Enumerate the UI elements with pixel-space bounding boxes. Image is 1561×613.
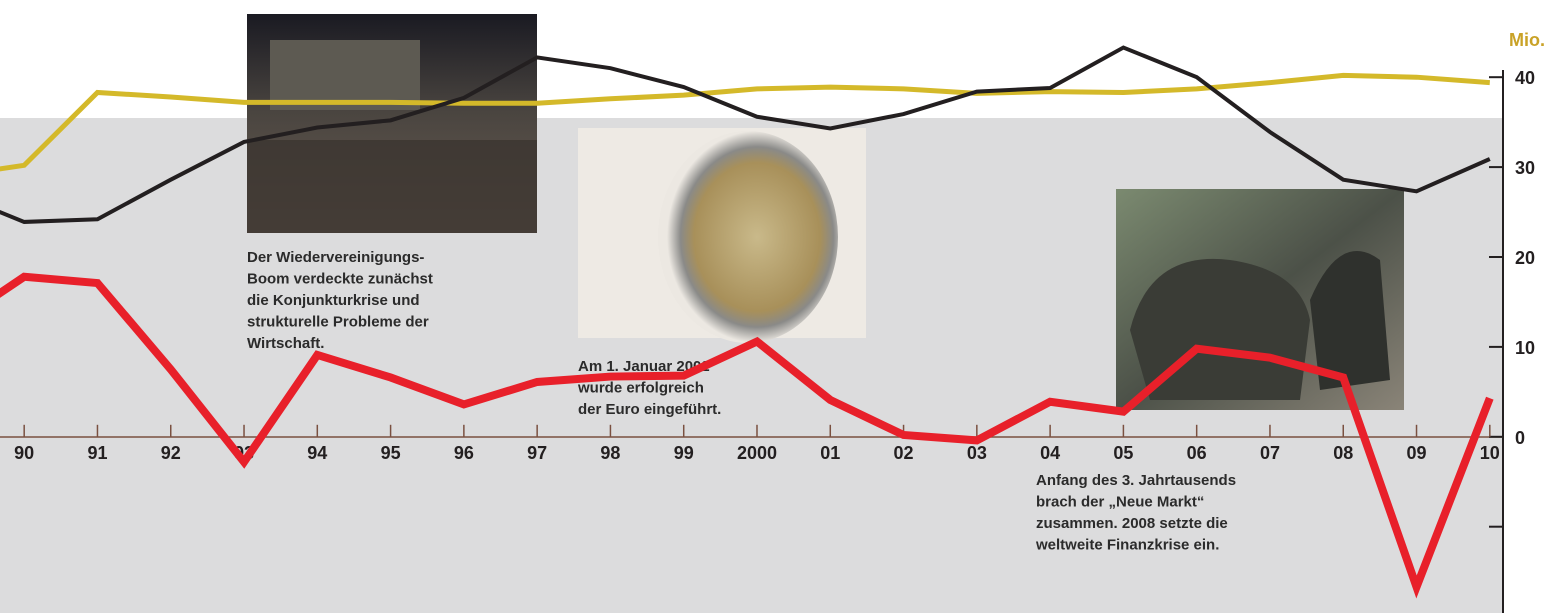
y-tick-label: 30 — [1515, 158, 1535, 178]
y-axis-label: Mio. — [1509, 30, 1545, 50]
x-tick-label: 07 — [1260, 443, 1280, 463]
annotation-line: der Euro eingeführt. — [578, 401, 721, 418]
annotation-line: zusammen. 2008 setzte die — [1036, 515, 1228, 532]
x-tick-label: 91 — [87, 443, 107, 463]
x-tick-label: 90 — [14, 443, 34, 463]
y-tick-label: 10 — [1515, 338, 1535, 358]
annotation-line: Anfang des 3. Jahrtausends — [1036, 472, 1236, 489]
annotation-line: weltweite Finanzkrise ein. — [1035, 537, 1219, 554]
x-tick-label: 99 — [674, 443, 694, 463]
x-tick-label: 97 — [527, 443, 547, 463]
line-series — [0, 72, 1490, 172]
x-tick-label: 02 — [894, 443, 914, 463]
annotation-line: die Konjunkturkrise und — [247, 292, 420, 309]
x-tick-label: 92 — [161, 443, 181, 463]
x-tick-label: 94 — [307, 443, 327, 463]
y-tick-label: 40 — [1515, 68, 1535, 88]
line-series — [0, 272, 1494, 599]
x-tick-label: 08 — [1333, 443, 1353, 463]
annotation-line: Am 1. Januar 2002 — [578, 358, 710, 375]
annotation-line: Wirtschaft. — [247, 335, 324, 352]
y-tick-label: 20 — [1515, 248, 1535, 268]
x-tick-label: 05 — [1113, 443, 1133, 463]
line-series — [0, 45, 1491, 224]
y-tick-label: 0 — [1515, 428, 1525, 448]
photo-berlin — [247, 14, 537, 233]
annotation-line: brach der „Neue Markt“ — [1036, 494, 1204, 511]
x-tick-label: 98 — [600, 443, 620, 463]
x-tick-label: 03 — [967, 443, 987, 463]
x-tick-label: 09 — [1407, 443, 1427, 463]
annotation: Der Wiedervereinigungs- Boom verdeckte zu… — [247, 249, 433, 352]
x-tick-label: 10 — [1480, 443, 1500, 463]
photo-euro — [578, 128, 866, 343]
x-tick-label: 2000 — [737, 443, 777, 463]
series-group — [0, 45, 1494, 599]
annotation-line: Boom verdeckte zunächst — [247, 271, 433, 288]
x-tick-label: 06 — [1187, 443, 1207, 463]
x-tick-label: 04 — [1040, 443, 1060, 463]
x-tick-label: 96 — [454, 443, 474, 463]
annotation-line: wurde erfolgreich — [577, 380, 704, 397]
x-tick-label: 01 — [820, 443, 840, 463]
annotation: Anfang des 3. Jahrtausends brach der „Neu… — [1035, 472, 1236, 554]
annotation-line: strukturelle Probleme der — [247, 314, 429, 331]
annotation: Am 1. Januar 2002 wurde erfolgreich der Eu… — [577, 358, 721, 418]
annotation-line: Der Wiedervereinigungs- — [247, 249, 424, 266]
x-tick-label: 95 — [381, 443, 401, 463]
